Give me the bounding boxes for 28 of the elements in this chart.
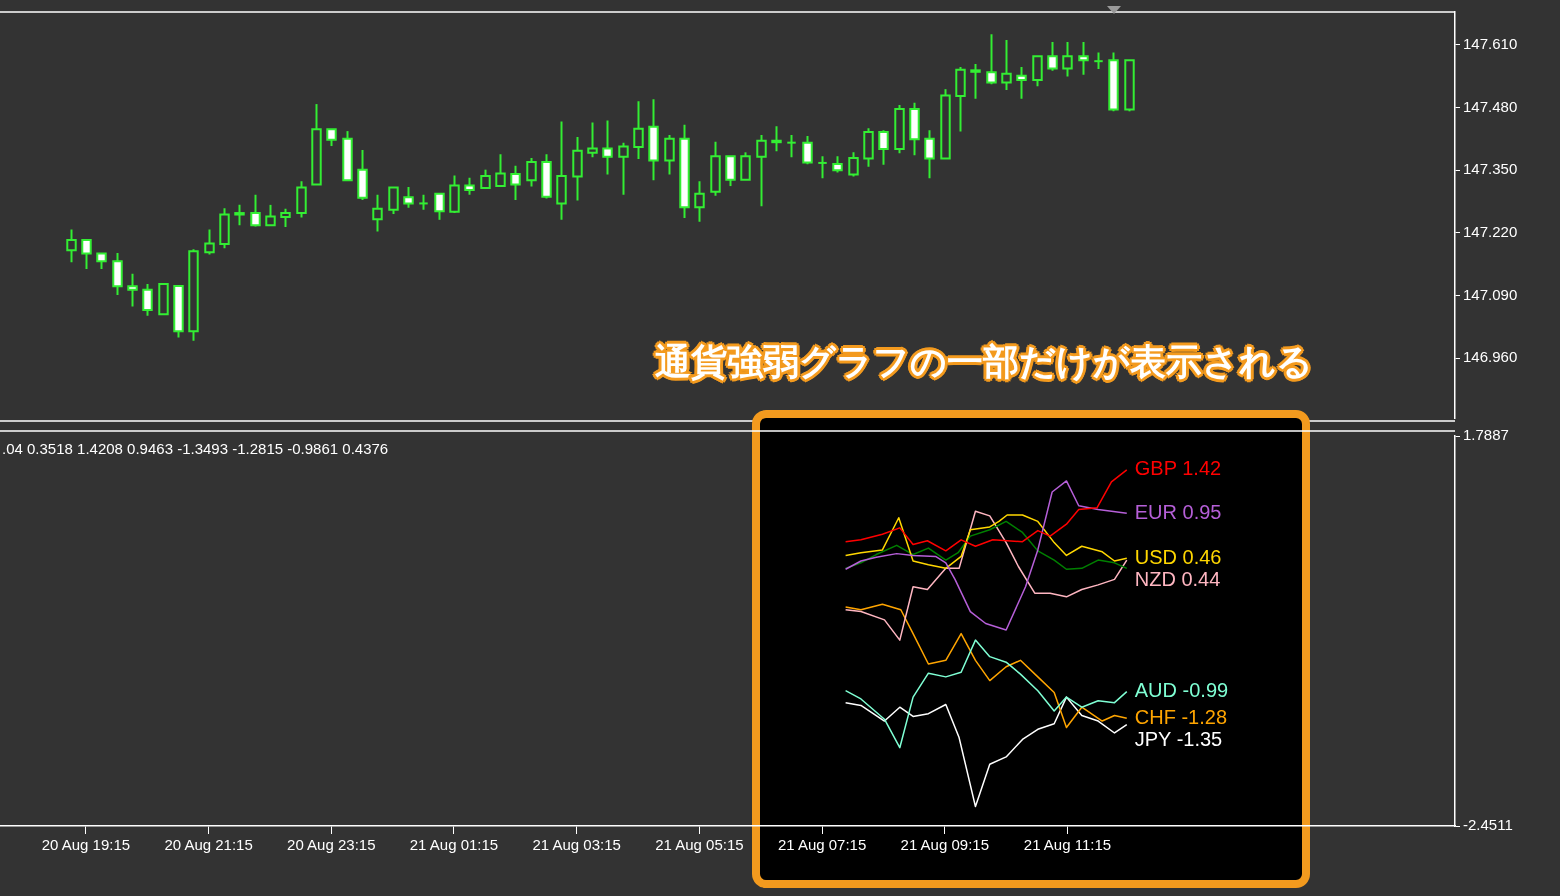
x-tick-label: 21 Aug 11:15 [1023, 836, 1112, 854]
x-tick-label: 20 Aug 19:15 [41, 836, 131, 854]
text: EUR 0.95 [1134, 500, 1222, 523]
y-tick-label: 147.610 [1463, 34, 1518, 52]
text: CHF -1.28 [1134, 705, 1228, 728]
text: JPY -1.35 [1134, 727, 1223, 750]
x-tick-label: 21 Aug 09:15 [900, 836, 989, 854]
y-tick-label: 1.7887 [1463, 426, 1509, 444]
text: NZD 0.44 [1134, 567, 1221, 590]
annotation: 通貨強弱グラフの一部だけが表示される [655, 340, 1313, 384]
y-tick-label: 147.350 [1463, 160, 1518, 178]
y-tick-label: 147.090 [1463, 285, 1518, 303]
y-tick-label: 146.960 [1463, 348, 1518, 366]
text: AUD -0.99 [1134, 679, 1229, 702]
candlestick [817, 155, 828, 180]
text: USD 0.46 [1134, 545, 1222, 568]
x-tick-label: 21 Aug 07:15 [777, 836, 867, 854]
x-tick-label: 21 Aug 03:15 [532, 836, 621, 854]
y-tick-label: 147.220 [1463, 222, 1518, 240]
y-tick-label: -2.4511 [1463, 816, 1513, 834]
annotation: .04 0.3518 1.4208 0.9463 -1.3493 -1.2815 -0.9861 0.4376 [2, 440, 389, 457]
x-tick-label: 21 Aug 05:15 [655, 836, 744, 854]
y-tick-label: 147.480 [1463, 97, 1518, 115]
x-tick-label: 21 Aug 01:15 [409, 836, 499, 854]
x-tick-label: 20 Aug 23:15 [287, 836, 376, 854]
text: GBP 1.42 [1134, 457, 1222, 480]
x-tick-label: 20 Aug 21:15 [164, 836, 253, 854]
candlestick [786, 133, 797, 159]
